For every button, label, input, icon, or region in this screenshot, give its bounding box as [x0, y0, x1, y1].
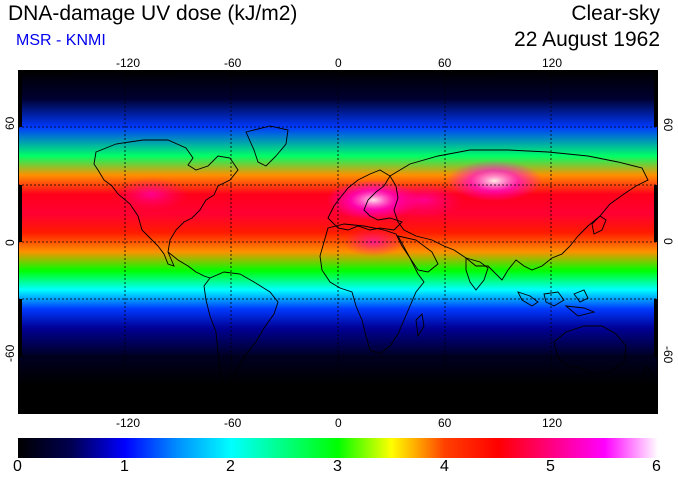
lon-tick-bottom-4: 60: [438, 416, 452, 430]
lon-tick-bottom-3: 0: [335, 416, 342, 430]
coast-africa: [319, 223, 425, 355]
lon-tick-top-4: 60: [438, 56, 452, 70]
coast-indonesia: [517, 289, 596, 317]
colorbar-label-2: 2: [226, 458, 235, 475]
hotspot-arabia: [382, 181, 465, 218]
lon-tick-top-5: 120: [542, 56, 563, 70]
coast-asia: [389, 149, 649, 281]
colorbar-label-6: 6: [652, 458, 661, 475]
coast-north-america: [93, 139, 239, 267]
coast-australia: [553, 325, 627, 375]
lat-tick-left-1: 60: [3, 116, 17, 130]
coast-new-zealand: [641, 365, 653, 387]
colorbar-label-3: 3: [333, 458, 342, 475]
lon-tick-top-3: 0: [335, 56, 342, 70]
coast-south-america: [203, 271, 279, 389]
coast-japan: [591, 215, 607, 235]
coast-india: [465, 257, 489, 291]
colorbar-label-4: 4: [440, 458, 449, 475]
coast-madagascar: [415, 313, 425, 338]
hotspot-layer: [114, 160, 543, 257]
hotspot-central-africa: [342, 227, 405, 257]
colorbar-label-5: 5: [546, 458, 555, 475]
graticule: [18, 70, 658, 414]
source-label: MSR - KNMI: [16, 32, 106, 49]
map-title: DNA-damage UV dose (kJ/m2): [8, 2, 298, 25]
lat-tick-left-3: -60: [3, 344, 17, 362]
coast-central-america: [167, 251, 211, 279]
lat-tick-right-2: 0: [661, 238, 675, 245]
lon-tick-top-1: -120: [116, 56, 141, 70]
coast-europe: [327, 169, 403, 231]
lon-tick-bottom-1: -120: [116, 416, 141, 430]
uv-dose-map: [18, 70, 658, 414]
hotspot-tibetan-plateau: [446, 160, 543, 202]
lon-tick-top-2: -60: [224, 56, 242, 70]
hotspot-mexico: [114, 177, 189, 211]
colorbar-label-0: 0: [13, 458, 22, 475]
sky-condition-label: Clear-sky: [571, 2, 660, 25]
map-frame: [18, 70, 658, 414]
colorbar: [18, 438, 658, 458]
lat-tick-right-3: -60: [661, 346, 675, 364]
lat-tick-left-2: 0: [3, 239, 17, 246]
lon-tick-bottom-2: -60: [224, 416, 242, 430]
lat-tick-right-1: 60: [661, 118, 675, 132]
lon-tick-bottom-5: 120: [542, 416, 563, 430]
colorbar-label-1: 1: [120, 458, 129, 475]
date-label: 22 August 1962: [514, 28, 660, 51]
